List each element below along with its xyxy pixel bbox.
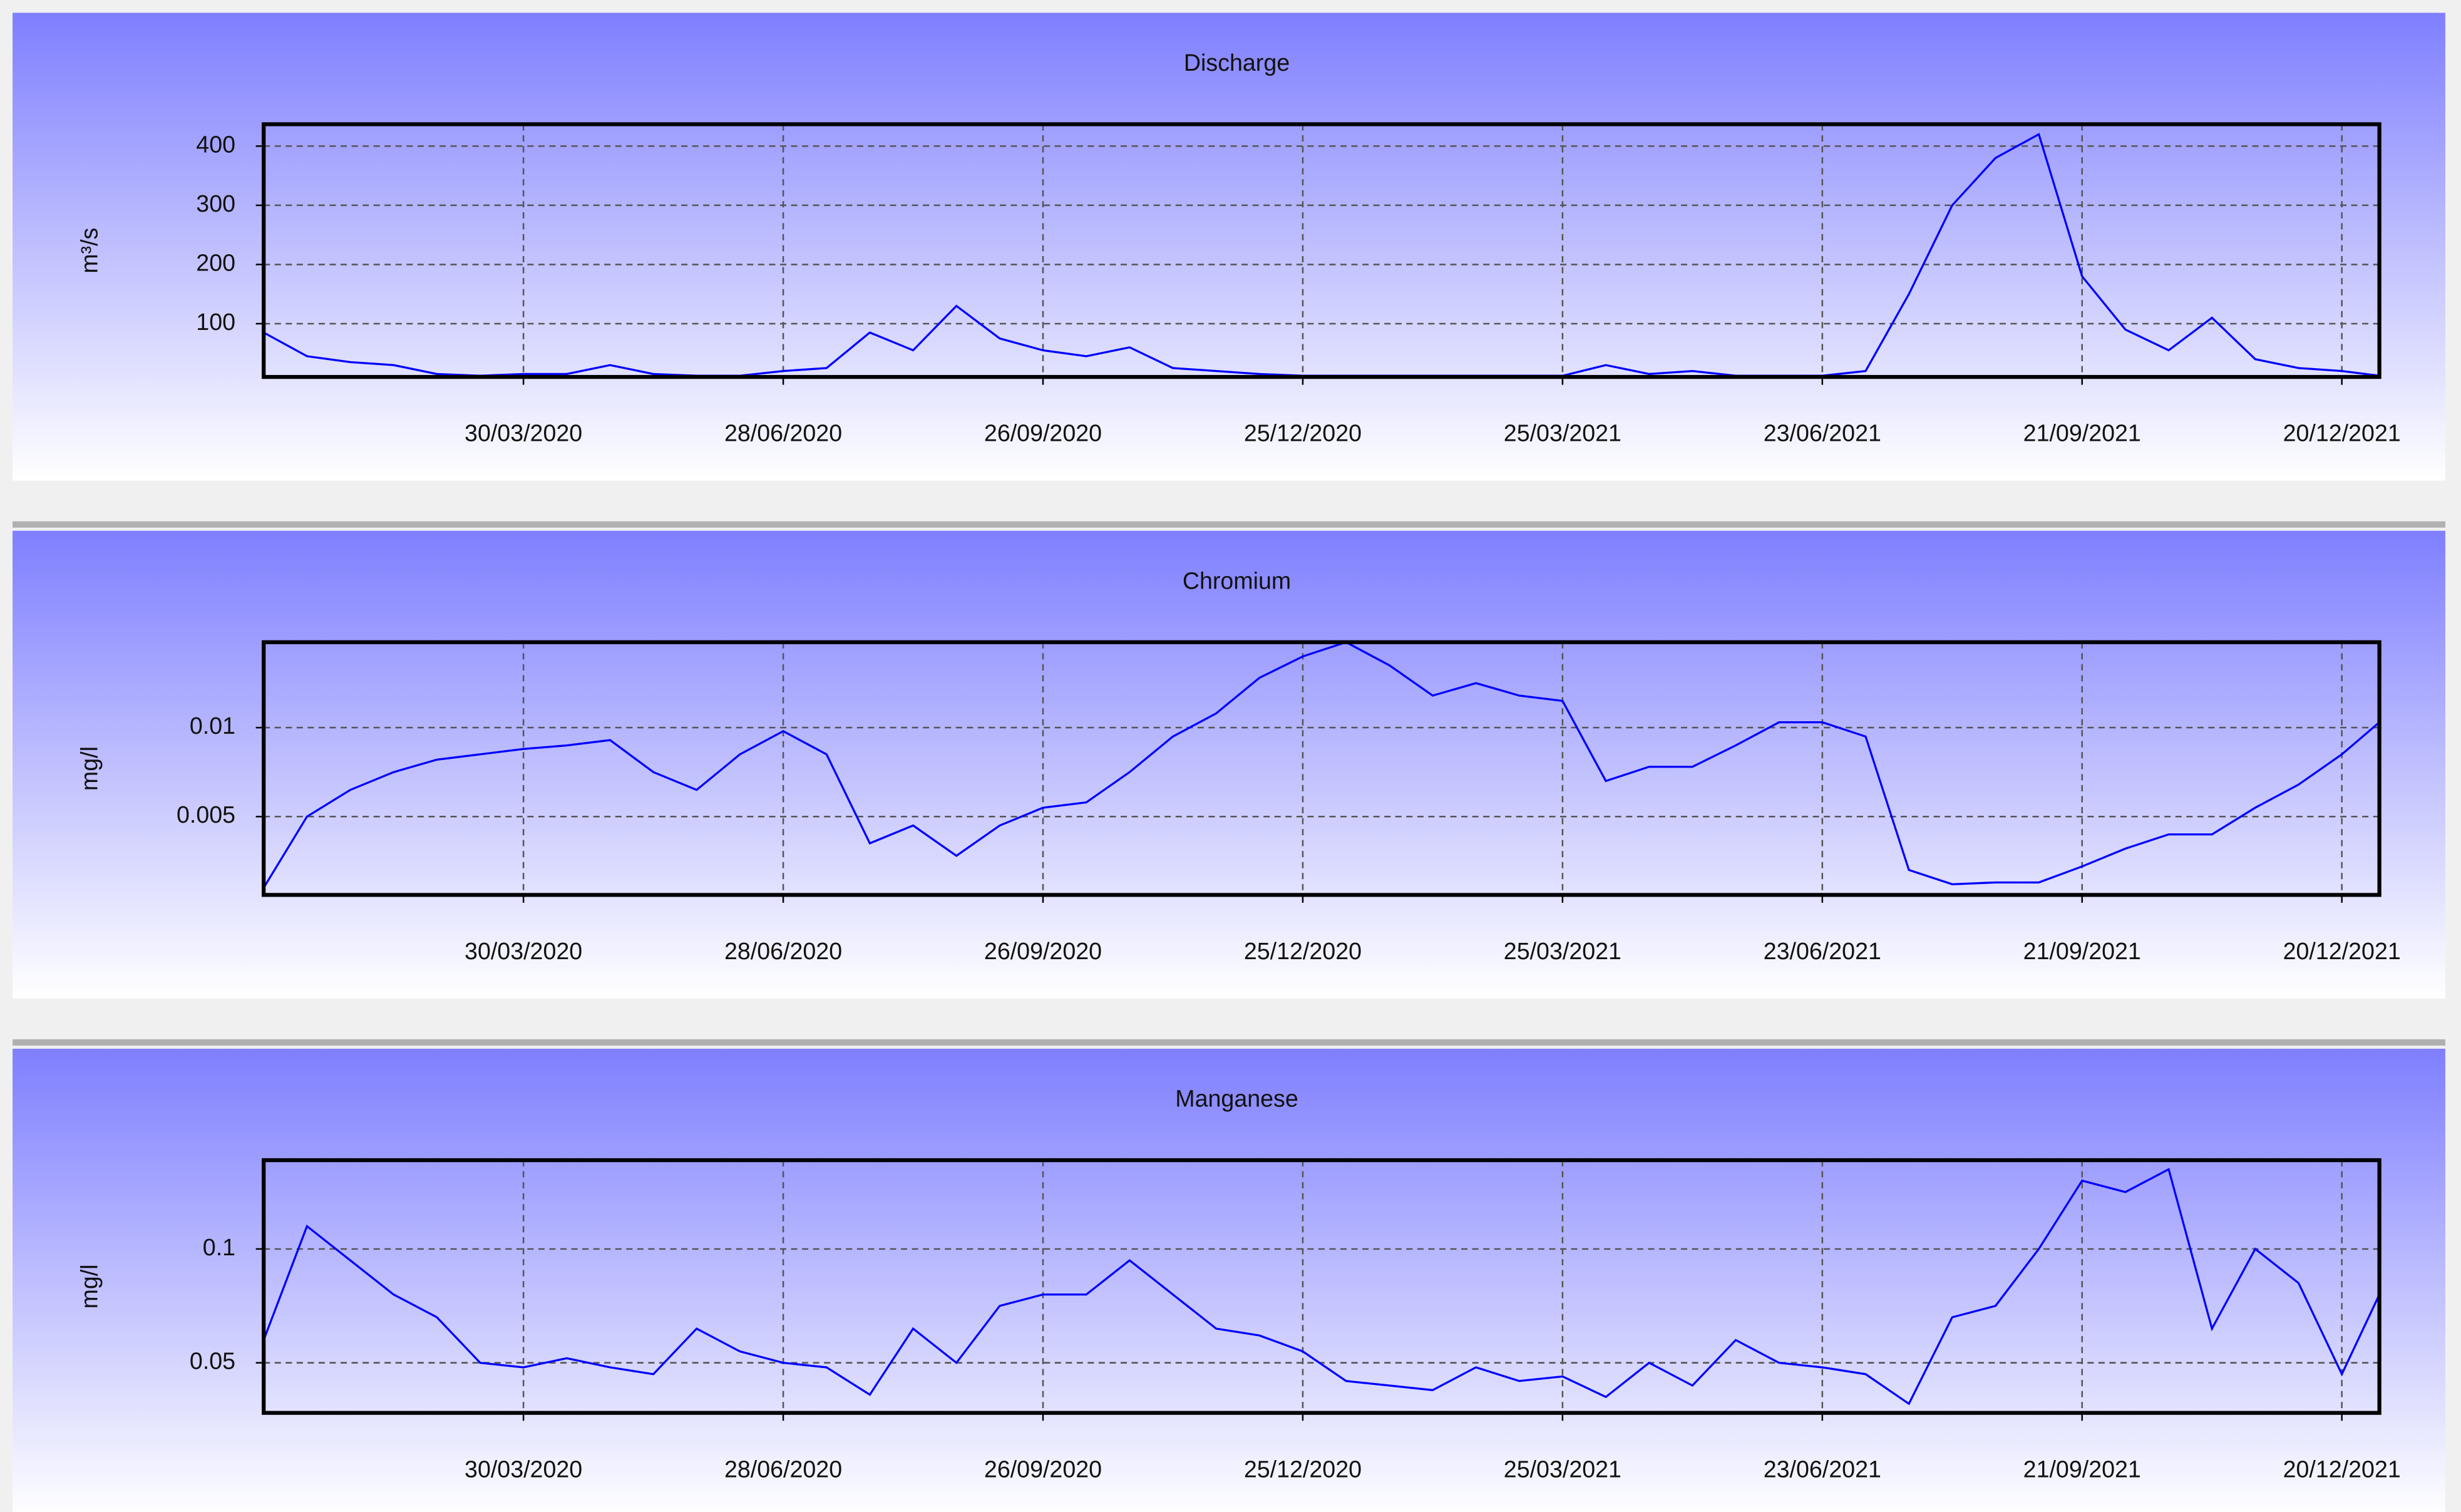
x-tick-label: 28/06/2020 [724, 1456, 842, 1482]
y-tick-label: 0.05 [190, 1348, 235, 1374]
x-tick-label: 30/03/2020 [465, 1456, 582, 1482]
x-tick-label: 20/12/2021 [2283, 420, 2401, 446]
x-tick-label: 28/06/2020 [724, 420, 842, 446]
y-tick-label: 100 [196, 309, 235, 335]
chart-title: Manganese [1175, 1086, 1298, 1112]
y-axis-label: mg/l [76, 1264, 102, 1309]
x-tick-label: 25/12/2020 [1244, 938, 1362, 964]
panel [13, 530, 2445, 999]
panel-separator [13, 1039, 2445, 1046]
y-axis-label: mg/l [76, 746, 102, 791]
x-tick-label: 23/06/2021 [1764, 420, 1881, 446]
y-tick-label: 300 [196, 190, 235, 217]
x-tick-label: 30/03/2020 [465, 938, 582, 964]
y-tick-label: 0.005 [177, 801, 235, 828]
x-tick-label: 25/12/2020 [1244, 1456, 1362, 1482]
x-tick-label: 25/03/2021 [1504, 420, 1621, 446]
y-axis-label: m³/s [76, 228, 102, 274]
x-tick-label: 23/06/2021 [1764, 1456, 1881, 1482]
x-tick-label: 26/09/2020 [984, 938, 1102, 964]
y-tick-label: 400 [196, 131, 235, 157]
data-line [264, 642, 2380, 888]
chart-title: Chromium [1183, 567, 1291, 594]
panel [13, 13, 2445, 481]
plot-frame [262, 1158, 2381, 1415]
y-tick-label: 200 [196, 249, 235, 275]
x-tick-label: 21/09/2021 [2023, 420, 2141, 446]
chart-title: Discharge [1184, 49, 1290, 76]
x-tick-label: 25/03/2021 [1504, 1456, 1621, 1482]
plot-frame [262, 122, 2381, 379]
x-tick-label: 25/12/2020 [1244, 420, 1362, 446]
y-tick-label: 0.1 [203, 1234, 235, 1260]
x-tick-label: 26/09/2020 [984, 420, 1102, 446]
panel [13, 1049, 2445, 1512]
plot-frame [262, 640, 2381, 897]
x-tick-label: 23/06/2021 [1764, 938, 1881, 964]
x-tick-label: 26/09/2020 [984, 1456, 1102, 1482]
x-tick-label: 28/06/2020 [724, 938, 842, 964]
x-tick-label: 20/12/2021 [2283, 938, 2401, 964]
x-tick-label: 25/03/2021 [1504, 938, 1621, 964]
x-tick-label: 20/12/2021 [2283, 1456, 2401, 1482]
y-tick-label: 0.01 [190, 712, 235, 739]
x-tick-label: 21/09/2021 [2023, 938, 2141, 964]
x-tick-label: 21/09/2021 [2023, 1456, 2141, 1482]
x-tick-label: 30/03/2020 [465, 420, 582, 446]
panel-separator [13, 521, 2445, 528]
data-line [264, 1168, 2380, 1406]
